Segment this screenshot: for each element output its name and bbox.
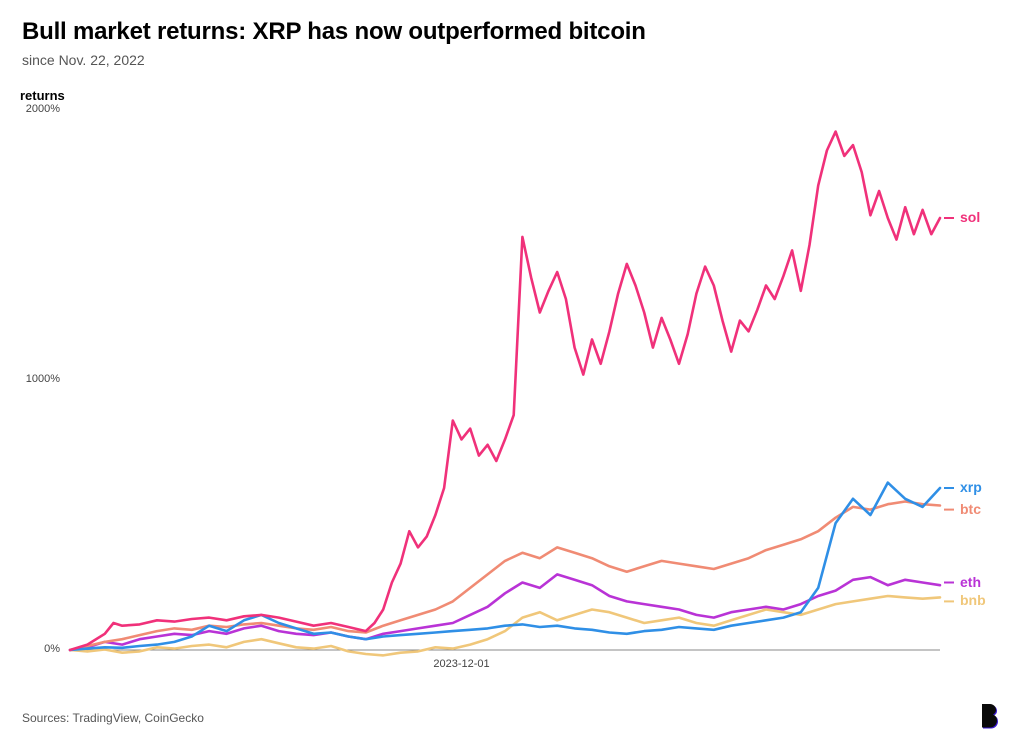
chart-svg [0, 0, 1024, 739]
series-label-bnb: bnb [960, 592, 986, 608]
series-label-btc: btc [960, 501, 981, 517]
y-axis-label: returns [20, 88, 65, 103]
series-line-btc [70, 502, 940, 651]
chart-area: returns 0% 1000% 2000% 2023-12-01 sol xrp btc et… [0, 0, 1024, 739]
sources-text: Sources: TradingView, CoinGecko [22, 711, 204, 725]
series-label-eth: eth [960, 574, 981, 590]
y-tick-label: 2000% [10, 103, 60, 115]
brand-logo-icon [980, 703, 1002, 729]
series-line-xrp [70, 483, 940, 650]
series-line-sol [70, 132, 940, 650]
series-label-sol: sol [960, 209, 980, 225]
series-label-xrp: xrp [960, 479, 982, 495]
y-tick-label: 1000% [10, 373, 60, 385]
y-tick-label: 0% [10, 643, 60, 655]
x-tick-label: 2023-12-01 [433, 658, 489, 670]
